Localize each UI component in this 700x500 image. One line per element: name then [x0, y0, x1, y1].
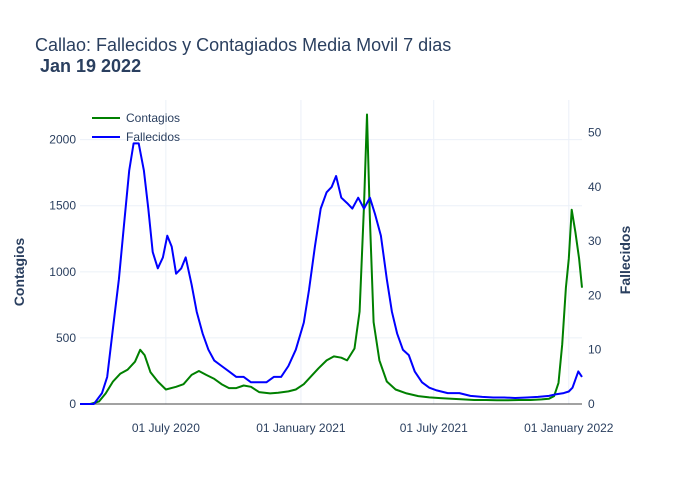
- y-left-tick-label: 1500: [49, 199, 76, 213]
- series-line-fallecidos: [80, 142, 583, 405]
- right-axis-ticks: 0 10 20 30 40 50: [588, 126, 602, 411]
- x-tick-label: 01 July 2020: [132, 421, 200, 435]
- y-right-tick-label: 40: [588, 180, 602, 194]
- y-axis-right-title: Fallecidos: [617, 226, 633, 295]
- left-axis-ticks: 0 500 1000 1500 2000: [49, 133, 76, 411]
- y-axis-left-title: Contagios: [11, 238, 27, 307]
- y-right-tick-label: 0: [588, 397, 595, 411]
- x-axis-ticks: 01 July 2020 01 January 2021 01 July 2021 0…: [132, 421, 614, 435]
- x-tick-label: 01 January 2022: [524, 421, 614, 435]
- series-line-contagios: [80, 113, 583, 405]
- y-right-tick-label: 10: [588, 343, 602, 357]
- legend: Contagios Fallecidos: [92, 111, 180, 144]
- y-right-tick-label: 30: [588, 234, 602, 248]
- y-right-tick-label: 50: [588, 126, 602, 140]
- y-right-tick-label: 20: [588, 288, 602, 302]
- legend-item-contagios[interactable]: Contagios: [92, 111, 180, 125]
- legend-label-contagios: Contagios: [126, 111, 180, 125]
- chart-title: Callao: Fallecidos y Contagiados Media M…: [35, 35, 451, 55]
- grid: [80, 100, 582, 405]
- series-lines: [80, 113, 583, 405]
- y-left-tick-label: 2000: [49, 133, 76, 147]
- y-left-tick-label: 1000: [49, 265, 76, 279]
- x-tick-label: 01 January 2021: [256, 421, 346, 435]
- legend-label-fallecidos: Fallecidos: [126, 130, 180, 144]
- y-left-tick-label: 500: [56, 331, 76, 345]
- x-tick-label: 01 July 2021: [400, 421, 468, 435]
- chart-subtitle: Jan 19 2022: [40, 56, 141, 76]
- legend-item-fallecidos[interactable]: Fallecidos: [92, 130, 180, 144]
- y-left-tick-label: 0: [69, 397, 76, 411]
